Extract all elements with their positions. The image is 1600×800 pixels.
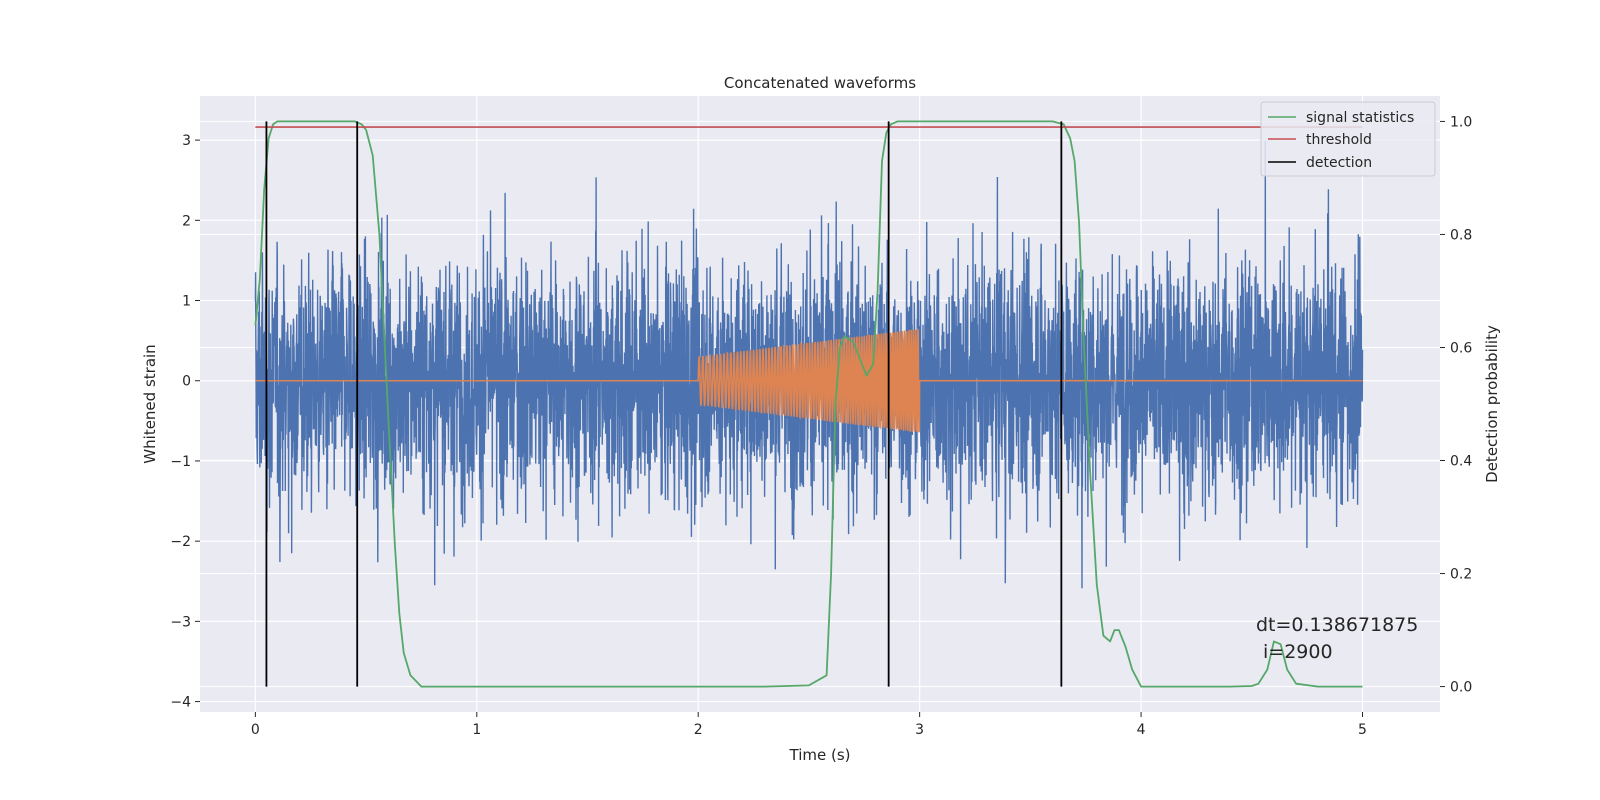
x-tick-label: 4 xyxy=(1137,722,1146,738)
legend-label-detection: detection xyxy=(1306,155,1372,171)
x-tick-label: 3 xyxy=(915,722,924,738)
y-tick-label: 0 xyxy=(182,374,191,390)
y2-tick-label: 0.6 xyxy=(1450,340,1472,356)
legend-label-signal-statistics: signal statistics xyxy=(1306,110,1414,126)
y-tick-label: 3 xyxy=(182,133,191,149)
series-line-injection xyxy=(255,328,1363,433)
y-tick-label: 1 xyxy=(182,294,191,310)
x-tick-label: 5 xyxy=(1358,722,1367,738)
y-tick-label: −1 xyxy=(170,454,191,470)
y2-tick-label: 0.0 xyxy=(1450,680,1472,696)
x-tick-label: 2 xyxy=(694,722,703,738)
y2-tick-label: 1.0 xyxy=(1450,114,1472,130)
legend-box xyxy=(1260,101,1436,177)
legend-label-threshold: threshold xyxy=(1306,132,1372,148)
annotation-index: i=2900 xyxy=(1263,641,1333,663)
y-tick-label: −4 xyxy=(170,695,191,711)
y-tick-label: −3 xyxy=(170,614,191,630)
y2-tick-label: 0.8 xyxy=(1450,227,1472,243)
y2-tick-label: 0.2 xyxy=(1450,567,1472,583)
x-tick-label: 0 xyxy=(251,722,260,738)
chart-title: Concatenated waveforms xyxy=(724,74,916,92)
plot-area xyxy=(254,120,1364,688)
y-tick-label: −2 xyxy=(170,534,191,550)
y-tick-label: 2 xyxy=(182,213,191,229)
y2-tick-label: 0.4 xyxy=(1450,454,1472,470)
y-axis-label: Whitened strain xyxy=(141,344,159,463)
x-axis-label: Time (s) xyxy=(789,746,851,764)
y2-axis-label: Detection probability xyxy=(1483,325,1501,483)
annotation-dt: dt=0.138671875 xyxy=(1256,614,1418,636)
axes: 0 1 2 3 4 5 −4 −3 −2 −1 0 1 2 3 0.0 0.2 0.4 0.6 0.8 1.0 xyxy=(170,114,1472,738)
legend: signal statistics threshold detection xyxy=(1260,101,1436,177)
x-tick-label: 1 xyxy=(472,722,481,738)
series-line-signal-statistics xyxy=(254,120,1363,688)
